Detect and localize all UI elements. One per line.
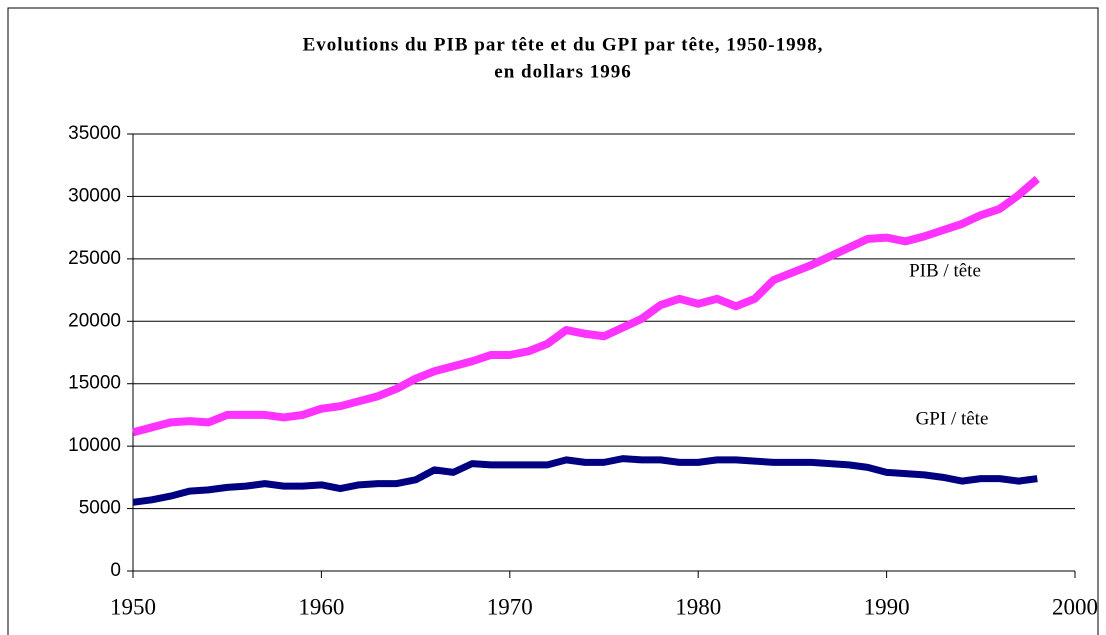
x-tick-label: 2000 xyxy=(1052,594,1098,619)
y-tick-label: 35000 xyxy=(68,123,121,144)
x-tick-label: 1990 xyxy=(864,594,910,619)
y-tick-label: 15000 xyxy=(68,373,121,394)
y-tick-label: 10000 xyxy=(68,435,121,456)
y-tick-label: 20000 xyxy=(68,310,121,331)
x-tick-label: 1980 xyxy=(675,594,721,619)
chart-frame xyxy=(7,7,1099,635)
chart-title: Evolutions du PIB par tête et du GPI par… xyxy=(303,34,824,55)
y-tick-label: 5000 xyxy=(79,498,121,519)
x-tick-label: 1960 xyxy=(298,594,344,619)
x-tick-label: 1970 xyxy=(487,594,533,619)
x-tick-label: 1950 xyxy=(110,594,156,619)
y-tick-label: 25000 xyxy=(68,248,121,269)
series-line xyxy=(132,455,1038,506)
chart-title: en dollars 1996 xyxy=(494,61,631,82)
series-label: PIB / tête xyxy=(909,260,981,281)
y-tick-label: 30000 xyxy=(68,185,121,206)
series-line xyxy=(131,175,1040,437)
y-tick-label: 0 xyxy=(110,560,121,581)
series-label: GPI / tête xyxy=(916,408,989,429)
